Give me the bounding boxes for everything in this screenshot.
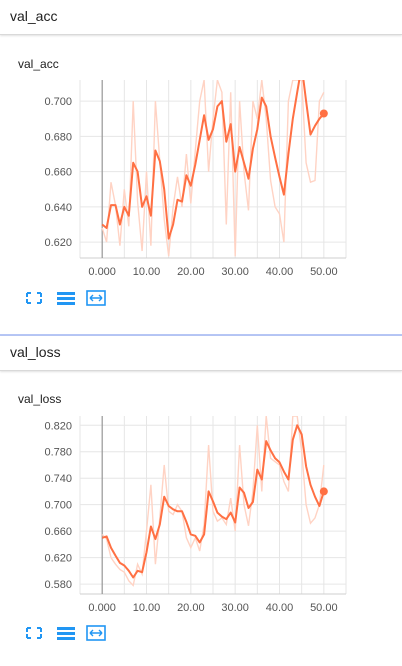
x-tick-label: 20.00 [177, 602, 205, 614]
x-tick-label: 50.00 [310, 266, 338, 278]
x-tick-label: 30.00 [221, 602, 249, 614]
y-tick-label: 0.740 [44, 473, 72, 485]
chart-val-acc[interactable]: 0.620 0.640 0.660 0.680 0.700 0.000 10.00 20.00… [0, 76, 402, 286]
series-end-marker [319, 487, 328, 496]
expand-box-icon[interactable] [86, 290, 106, 306]
y-tick-label: 0.620 [44, 553, 72, 565]
fullscreen-corners-icon[interactable] [24, 625, 44, 641]
section-title: val_acc [10, 8, 58, 24]
section-val-acc: val_acc val_acc 0.620 0.640 0.660 0.680 0.70… [0, 0, 402, 306]
series-line-smoothed [101, 80, 325, 240]
chart-card-title: val_loss [18, 392, 62, 406]
y-tick-label: 0.580 [44, 579, 72, 591]
section-val-loss: val_loss val_loss 0.580 0.620 0.660 0.700 0.… [0, 336, 402, 666]
expand-box-icon[interactable] [86, 625, 106, 641]
y-tick-label: 0.640 [44, 202, 72, 214]
fullscreen-corners-icon[interactable] [24, 290, 44, 306]
y-tick-label: 0.820 [44, 420, 72, 432]
y-tick-label: 0.660 [44, 526, 72, 538]
y-tick-label: 0.680 [44, 131, 72, 143]
section-header-val-loss[interactable]: val_loss [0, 336, 402, 371]
series-end-marker [319, 109, 328, 118]
x-tick-label: 0.000 [88, 602, 116, 614]
x-tick-label: 20.00 [177, 266, 205, 278]
y-tick-label: 0.700 [44, 500, 72, 512]
x-tick-label: 10.00 [133, 602, 161, 614]
section-title: val_loss [10, 344, 61, 360]
section-header-val-acc[interactable]: val_acc [0, 0, 402, 35]
chart-card-title: val_acc [18, 57, 59, 71]
x-tick-label: 50.00 [310, 602, 338, 614]
y-tick-label: 0.660 [44, 167, 72, 179]
chart-val-loss[interactable]: 0.580 0.620 0.660 0.700 0.740 0.780 0.820 0.000… [0, 412, 402, 622]
x-tick-label: 30.00 [221, 266, 249, 278]
x-tick-label: 10.00 [133, 266, 161, 278]
x-tick-label: 0.000 [88, 266, 116, 278]
series-line-raw [101, 80, 325, 257]
section-divider [0, 334, 402, 336]
series-line-smoothed [101, 424, 325, 579]
y-tick-label: 0.780 [44, 447, 72, 459]
y-tick-label: 0.620 [44, 237, 72, 249]
series-line-raw [101, 416, 325, 587]
x-tick-label: 40.00 [266, 602, 294, 614]
x-tick-label: 40.00 [266, 266, 294, 278]
list-lines-icon[interactable] [56, 625, 76, 641]
y-tick-label: 0.700 [44, 96, 72, 108]
list-lines-icon[interactable] [56, 290, 76, 306]
